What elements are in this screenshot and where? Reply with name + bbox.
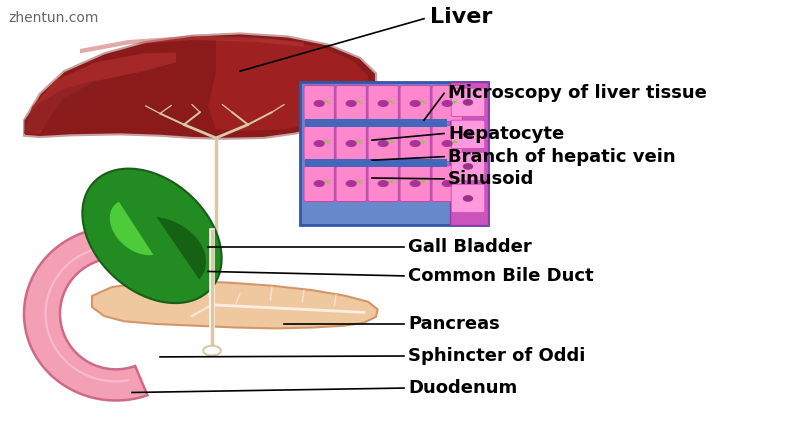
PathPatch shape — [24, 80, 112, 134]
PathPatch shape — [208, 39, 368, 131]
Ellipse shape — [421, 101, 426, 103]
PathPatch shape — [24, 53, 176, 134]
Ellipse shape — [453, 101, 458, 103]
Ellipse shape — [421, 141, 426, 143]
FancyBboxPatch shape — [432, 125, 462, 162]
FancyBboxPatch shape — [305, 119, 447, 127]
Ellipse shape — [203, 346, 221, 356]
FancyBboxPatch shape — [451, 120, 485, 149]
Ellipse shape — [325, 101, 330, 103]
FancyBboxPatch shape — [368, 125, 398, 162]
FancyBboxPatch shape — [368, 85, 398, 121]
FancyBboxPatch shape — [336, 125, 366, 162]
FancyBboxPatch shape — [400, 85, 430, 121]
Ellipse shape — [378, 140, 389, 147]
Ellipse shape — [325, 181, 330, 183]
Text: Pancreas: Pancreas — [408, 315, 500, 333]
Text: Hepatocyte: Hepatocyte — [448, 125, 564, 142]
FancyBboxPatch shape — [400, 125, 430, 162]
Ellipse shape — [453, 141, 458, 143]
Polygon shape — [24, 227, 175, 400]
Text: Liver: Liver — [430, 7, 493, 27]
FancyBboxPatch shape — [368, 166, 398, 202]
Ellipse shape — [325, 141, 330, 143]
Ellipse shape — [442, 140, 453, 147]
FancyBboxPatch shape — [304, 85, 334, 121]
Ellipse shape — [314, 100, 325, 107]
Ellipse shape — [389, 181, 394, 183]
FancyBboxPatch shape — [304, 166, 334, 202]
Polygon shape — [110, 202, 154, 255]
Ellipse shape — [421, 181, 426, 183]
PathPatch shape — [92, 281, 378, 328]
FancyBboxPatch shape — [451, 152, 485, 181]
Ellipse shape — [346, 140, 357, 147]
FancyBboxPatch shape — [300, 82, 488, 225]
Ellipse shape — [462, 131, 474, 138]
PathPatch shape — [80, 36, 304, 53]
FancyBboxPatch shape — [400, 166, 430, 202]
Ellipse shape — [462, 99, 474, 105]
FancyBboxPatch shape — [336, 85, 366, 121]
FancyBboxPatch shape — [336, 166, 366, 202]
FancyBboxPatch shape — [451, 184, 485, 213]
Ellipse shape — [389, 101, 394, 103]
Text: Duodenum: Duodenum — [408, 379, 518, 397]
Ellipse shape — [357, 141, 362, 143]
FancyBboxPatch shape — [432, 166, 462, 202]
Ellipse shape — [314, 140, 325, 147]
Ellipse shape — [462, 195, 474, 202]
Text: Gall Bladder: Gall Bladder — [408, 238, 532, 256]
Ellipse shape — [462, 163, 474, 170]
Ellipse shape — [378, 100, 389, 107]
FancyBboxPatch shape — [451, 88, 485, 117]
Polygon shape — [156, 217, 206, 279]
FancyBboxPatch shape — [305, 159, 447, 167]
Ellipse shape — [357, 101, 362, 103]
FancyBboxPatch shape — [432, 85, 462, 121]
PathPatch shape — [24, 33, 376, 139]
Text: Microscopy of liver tissue: Microscopy of liver tissue — [448, 85, 707, 102]
Text: Common Bile Duct: Common Bile Duct — [408, 267, 594, 285]
Text: zhentun.com: zhentun.com — [8, 11, 98, 25]
Ellipse shape — [378, 180, 389, 187]
Ellipse shape — [442, 100, 453, 107]
Text: Sinusoid: Sinusoid — [448, 170, 534, 188]
Ellipse shape — [442, 180, 453, 187]
Ellipse shape — [346, 180, 357, 187]
Ellipse shape — [410, 140, 421, 147]
Text: Sphincter of Oddi: Sphincter of Oddi — [408, 347, 586, 365]
FancyBboxPatch shape — [450, 82, 488, 225]
Ellipse shape — [410, 100, 421, 107]
FancyBboxPatch shape — [304, 125, 334, 162]
Ellipse shape — [389, 141, 394, 143]
Ellipse shape — [410, 180, 421, 187]
Ellipse shape — [346, 100, 357, 107]
Ellipse shape — [357, 181, 362, 183]
Text: Branch of hepatic vein: Branch of hepatic vein — [448, 148, 676, 166]
Ellipse shape — [453, 181, 458, 183]
Ellipse shape — [314, 180, 325, 187]
Polygon shape — [82, 169, 222, 303]
